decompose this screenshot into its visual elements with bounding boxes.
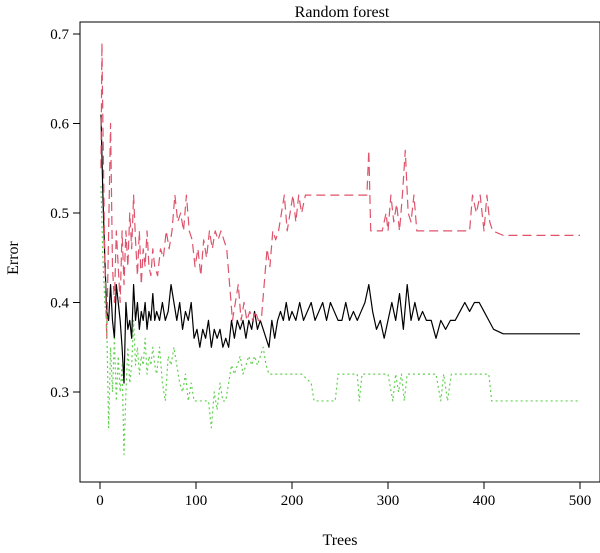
chart-title: Random forest bbox=[295, 4, 390, 21]
y-axis: 0.3 0.4 0.5 0.6 0.7 bbox=[50, 27, 80, 401]
plot-box bbox=[79, 21, 600, 483]
x-axis: 0 100 200 300 400 500 bbox=[96, 482, 591, 509]
y-tick-label-0.4: 0.4 bbox=[50, 296, 69, 312]
series-layer bbox=[100, 42, 580, 456]
y-tick-label-0.7: 0.7 bbox=[50, 27, 69, 43]
x-tick-label-300: 300 bbox=[377, 493, 400, 509]
y-tick-label-0.5: 0.5 bbox=[50, 206, 69, 222]
y-tick-label-0.3: 0.3 bbox=[50, 385, 69, 401]
x-axis-label: Trees bbox=[323, 532, 358, 549]
x-tick-label-100: 100 bbox=[185, 493, 208, 509]
x-tick-label-400: 400 bbox=[473, 493, 496, 509]
series-line-2 bbox=[100, 42, 580, 339]
y-tick-label-0.6: 0.6 bbox=[50, 117, 69, 133]
x-tick-label-0: 0 bbox=[96, 493, 104, 509]
x-tick-label-500: 500 bbox=[569, 493, 592, 509]
x-tick-label-200: 200 bbox=[281, 493, 304, 509]
y-axis-label: Error bbox=[5, 240, 22, 274]
series-line-3 bbox=[100, 186, 580, 456]
